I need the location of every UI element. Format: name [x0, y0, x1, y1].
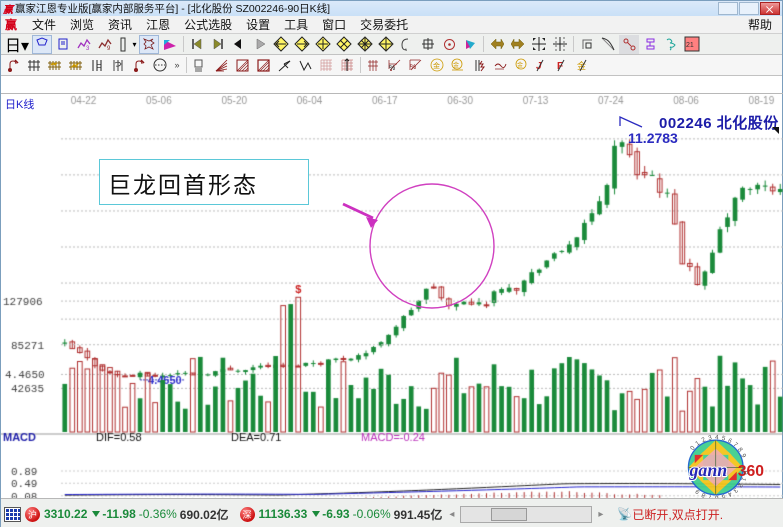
svg-text:金: 金 — [433, 61, 440, 70]
svg-text:21: 21 — [686, 42, 694, 49]
svg-text:金: 金 — [453, 61, 459, 69]
svg-text:F: F — [96, 63, 101, 72]
svg-text:%: % — [410, 64, 416, 71]
svg-text:%: % — [389, 65, 395, 72]
svg-text:9: 9 — [107, 46, 111, 51]
svg-text:gann: gann — [689, 460, 728, 480]
svg-text:金: 金 — [517, 61, 523, 69]
svg-text:9: 9 — [739, 453, 747, 459]
svg-text:3: 3 — [86, 46, 90, 51]
